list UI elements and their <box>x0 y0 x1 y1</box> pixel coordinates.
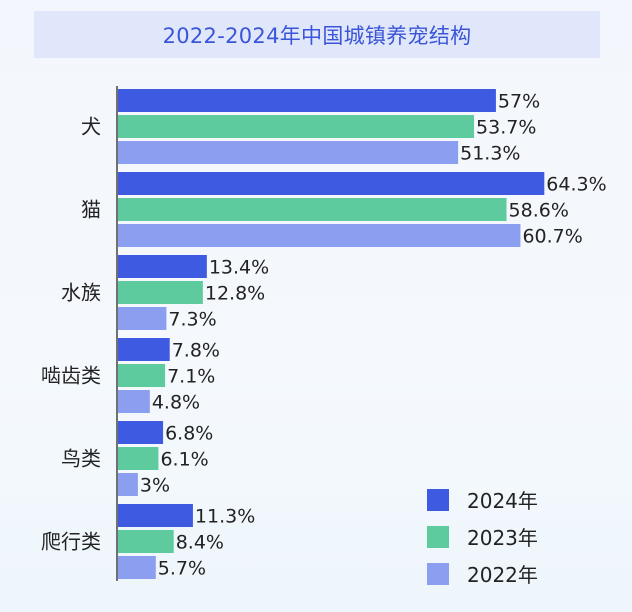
category-label: 啮齿类 <box>41 364 101 388</box>
value-label: 11.3% <box>195 506 255 528</box>
bar <box>118 89 496 112</box>
value-label: 3% <box>140 475 170 497</box>
bar <box>118 473 138 496</box>
bar <box>118 172 545 195</box>
bar <box>118 338 170 361</box>
legend-swatch <box>427 489 449 511</box>
legend-label: 2024年 <box>467 489 538 513</box>
value-label: 58.6% <box>509 200 569 222</box>
value-label: 60.7% <box>522 226 582 248</box>
bar <box>118 390 150 413</box>
bar <box>118 307 167 330</box>
bar <box>118 198 507 221</box>
legend-swatch <box>427 563 449 585</box>
value-label: 57% <box>498 91 540 113</box>
bar <box>118 504 193 527</box>
bar <box>118 447 159 470</box>
value-label: 6.8% <box>165 423 213 445</box>
bar <box>118 115 475 138</box>
legend-label: 2022年 <box>467 563 538 587</box>
value-label: 12.8% <box>205 283 265 305</box>
value-label: 4.8% <box>152 392 200 414</box>
bar <box>118 224 521 247</box>
value-label: 13.4% <box>209 257 269 279</box>
value-label: 8.4% <box>176 532 224 554</box>
bar <box>118 255 207 278</box>
chart-title-box: 2022-2024年中国城镇养宠结构 <box>34 11 600 58</box>
bar <box>118 141 459 164</box>
value-label: 7.1% <box>167 366 215 388</box>
bar <box>118 530 174 553</box>
value-label: 5.7% <box>158 558 206 580</box>
value-label: 7.8% <box>172 340 220 362</box>
bar <box>118 364 166 387</box>
category-label: 猫 <box>81 198 101 222</box>
category-label: 犬 <box>81 115 101 139</box>
chart-title: 2022-2024年中国城镇养宠结构 <box>162 23 472 48</box>
value-label: 51.3% <box>460 143 520 165</box>
value-label: 7.3% <box>168 309 216 331</box>
value-label: 53.7% <box>476 117 536 139</box>
bar <box>118 281 203 304</box>
category-label: 水族 <box>61 281 101 305</box>
category-label: 鸟类 <box>61 447 101 471</box>
bar <box>118 421 164 444</box>
value-label: 6.1% <box>160 449 208 471</box>
legend-label: 2023年 <box>467 526 538 550</box>
legend-swatch <box>427 526 449 548</box>
value-label: 64.3% <box>546 174 606 196</box>
category-label: 爬行类 <box>41 530 101 554</box>
bar <box>118 556 156 579</box>
